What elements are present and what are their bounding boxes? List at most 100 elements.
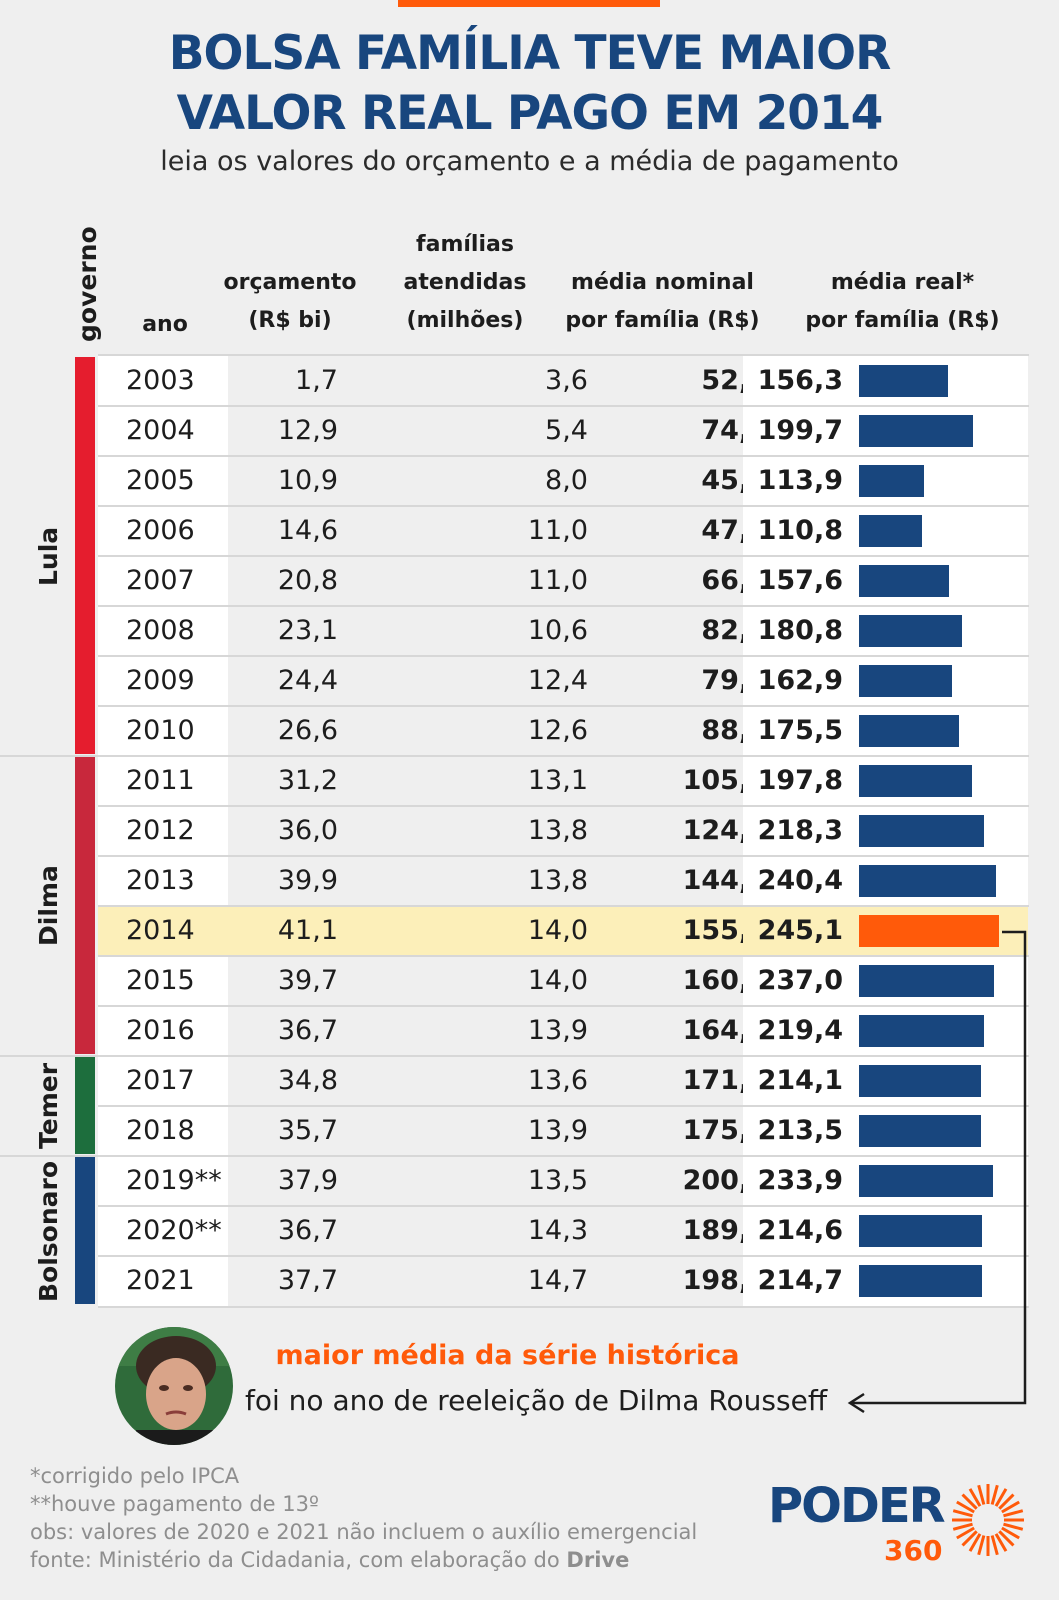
budget-cell: 36,0 [277, 815, 338, 846]
families-cell: 11,0 [527, 565, 588, 596]
row-divider [98, 1155, 1029, 1157]
row-divider [98, 955, 1029, 957]
real-bar [859, 765, 972, 797]
real-cell: 214,6 [743, 1206, 1028, 1256]
year-cell: 2008 [98, 606, 228, 656]
row-divider [98, 805, 1029, 807]
table-row: 2012 36,0 13,8 124,3 218,3 [98, 806, 1029, 856]
families-cell: 3,6 [545, 365, 588, 396]
real-value: 237,0 [757, 965, 843, 996]
budget-cell: 24,4 [277, 665, 338, 696]
row-divider [98, 605, 1029, 607]
real-value: 180,8 [757, 615, 843, 646]
families-cell: 14,7 [527, 1265, 588, 1296]
real-cell: 113,9 [743, 456, 1028, 506]
real-bar [859, 415, 973, 447]
budget-cell: 36,7 [277, 1215, 338, 1246]
real-cell: 245,1 [743, 906, 1028, 956]
real-bar [859, 665, 952, 697]
families-cell: 8,0 [545, 465, 588, 496]
note-source-text: fonte: Ministério da Cidadania, com elab… [30, 1548, 567, 1572]
real-value: 199,7 [757, 415, 843, 446]
year-cell: 2015 [98, 956, 228, 1006]
row-divider [98, 855, 1029, 857]
year-cell: 2010 [98, 706, 228, 756]
note-13: **houve pagamento de 13º [30, 1492, 319, 1516]
families-cell: 13,8 [527, 815, 588, 846]
real-cell: 180,8 [743, 606, 1028, 656]
year-cell: 2017 [98, 1056, 228, 1106]
table-bottom-line [98, 1306, 1029, 1308]
real-value: 214,7 [757, 1265, 843, 1296]
note-obs: obs: valores de 2020 e 2021 não incluem … [30, 1520, 698, 1544]
real-value: 113,9 [757, 465, 843, 496]
real-cell: 110,8 [743, 506, 1028, 556]
callout-title: maior média da série histórica [275, 1340, 740, 1371]
real-value: 233,9 [757, 1165, 843, 1196]
table-row: 2010 26,6 12,6 88,8 175,5 [98, 706, 1029, 756]
table-row: 2005 10,9 8,0 45,6 113,9 [98, 456, 1029, 506]
budget-cell: 20,8 [277, 565, 338, 596]
budget-cell: 41,1 [228, 906, 338, 956]
budget-cell: 39,9 [277, 865, 338, 896]
real-value: 175,5 [757, 715, 843, 746]
logo-360: 360 [884, 1534, 943, 1567]
subtitle: leia os valores do orçamento e a média d… [160, 146, 899, 177]
real-cell: 219,4 [743, 1006, 1028, 1056]
real-value: 162,9 [757, 665, 843, 696]
families-cell: 13,1 [527, 765, 588, 796]
year-cell: 2016 [98, 1006, 228, 1056]
table-row: 2009 24,4 12,4 79,1 162,9 [98, 656, 1029, 706]
table-row: 2003 1,7 3,6 52,7 156,3 [98, 356, 1029, 406]
header-nominal-1: média nominal [571, 270, 754, 295]
row-divider [98, 655, 1029, 657]
real-cell: 197,8 [743, 756, 1028, 806]
table-row: 2008 23,1 10,6 82,5 180,8 [98, 606, 1029, 656]
real-bar [859, 1065, 981, 1097]
real-value: 214,6 [757, 1215, 843, 1246]
header-orcamento-2: (R$ bi) [248, 308, 332, 333]
table-row: 2018 35,7 13,9 175,8 213,5 [98, 1106, 1029, 1156]
real-cell: 157,6 [743, 556, 1028, 606]
real-cell: 199,7 [743, 406, 1028, 456]
families-cell: 13,5 [527, 1165, 588, 1196]
families-cell: 12,6 [527, 715, 588, 746]
row-divider [98, 1255, 1029, 1257]
real-bar [859, 1165, 993, 1197]
row-divider [98, 755, 1029, 757]
budget-cell: 35,7 [277, 1115, 338, 1146]
families-cell: 13,6 [527, 1065, 588, 1096]
families-cell: 14,0 [527, 965, 588, 996]
families-cell: 13,9 [527, 1015, 588, 1046]
families-cell: 5,4 [545, 415, 588, 446]
real-cell: 237,0 [743, 956, 1028, 1006]
row-divider [98, 1105, 1029, 1107]
real-cell: 214,1 [743, 1056, 1028, 1106]
budget-cell: 12,9 [277, 415, 338, 446]
year-cell: 2006 [98, 506, 228, 556]
logo-sun-icon [952, 1484, 1024, 1556]
budget-cell: 34,8 [277, 1065, 338, 1096]
table-row: 2017 34,8 13,6 171,5 214,1 [98, 1056, 1029, 1106]
real-value: 213,5 [757, 1115, 843, 1146]
year-cell: 2019** [98, 1156, 228, 1206]
gov-divider [0, 755, 98, 757]
year-cell: 2012 [98, 806, 228, 856]
real-bar [859, 615, 962, 647]
real-bar [859, 515, 922, 547]
table-row: 2020** 36,7 14,3 189,8 214,6 [98, 1206, 1029, 1256]
row-divider [98, 1205, 1029, 1207]
budget-cell: 37,9 [277, 1165, 338, 1196]
real-cell: 214,7 [743, 1256, 1028, 1306]
year-cell: 2007 [98, 556, 228, 606]
year-cell: 2021 [98, 1256, 228, 1306]
top-accent-bar [398, 0, 660, 7]
header-real-1: média real* [830, 270, 975, 295]
budget-cell: 1,7 [295, 365, 338, 396]
header-orcamento-1: orçamento [223, 270, 357, 295]
real-bar [859, 715, 959, 747]
note-source-drive: Drive [566, 1548, 630, 1572]
table-row: 2014 41,1 14,0 155,9 245,1 [98, 906, 1029, 956]
budget-cell: 39,7 [277, 965, 338, 996]
